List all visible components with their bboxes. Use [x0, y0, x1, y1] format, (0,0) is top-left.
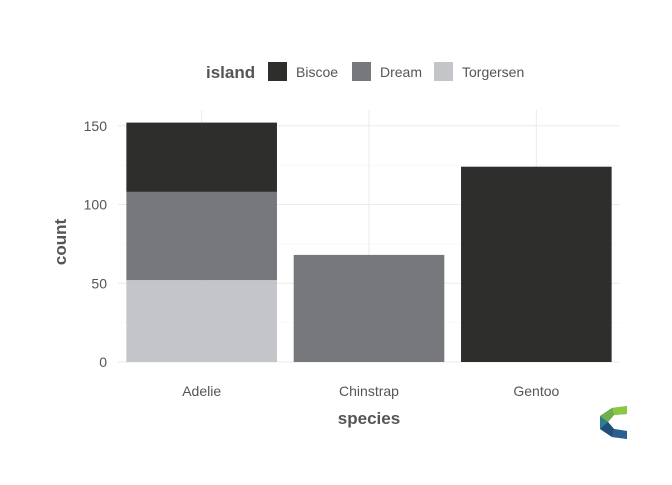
bar-gentoo-biscoe [461, 166, 612, 362]
c-logo-icon [600, 406, 627, 439]
legend-label-dream: Dream [380, 64, 422, 80]
logo-upper-facet [600, 408, 614, 422]
axes: species count 0 50 100 150 Adelie Chinstrap Ge… [51, 118, 560, 428]
legend-swatch-biscoe [268, 62, 287, 81]
x-tick-label: Adelie [182, 383, 221, 399]
logo-bottom-facet [612, 429, 627, 439]
legend-swatch-dream [352, 62, 371, 81]
bar-adelie-torgersen [126, 280, 277, 362]
y-tick-label: 0 [99, 354, 107, 370]
bar-adelie-biscoe [126, 122, 277, 192]
legend-title: island [206, 63, 255, 82]
x-tick-label: Chinstrap [339, 383, 399, 399]
legend-label-biscoe: Biscoe [296, 64, 338, 80]
logo-top-facet [612, 406, 627, 415]
bar-adelie-dream [126, 191, 277, 281]
logo-lower-facet [600, 422, 614, 437]
x-tick-label: Gentoo [513, 383, 559, 399]
y-tick-label: 150 [84, 118, 108, 134]
bar-chinstrap-dream [293, 254, 445, 362]
legend-swatch-torgersen [434, 62, 453, 81]
bars [126, 122, 612, 362]
legend-label-torgersen: Torgersen [462, 64, 524, 80]
x-axis-title: species [338, 409, 400, 428]
y-axis-title: count [51, 219, 70, 266]
legend: island Biscoe Dream Torgersen [206, 62, 524, 82]
y-tick-label: 50 [91, 275, 107, 291]
y-tick-label: 100 [84, 197, 108, 213]
